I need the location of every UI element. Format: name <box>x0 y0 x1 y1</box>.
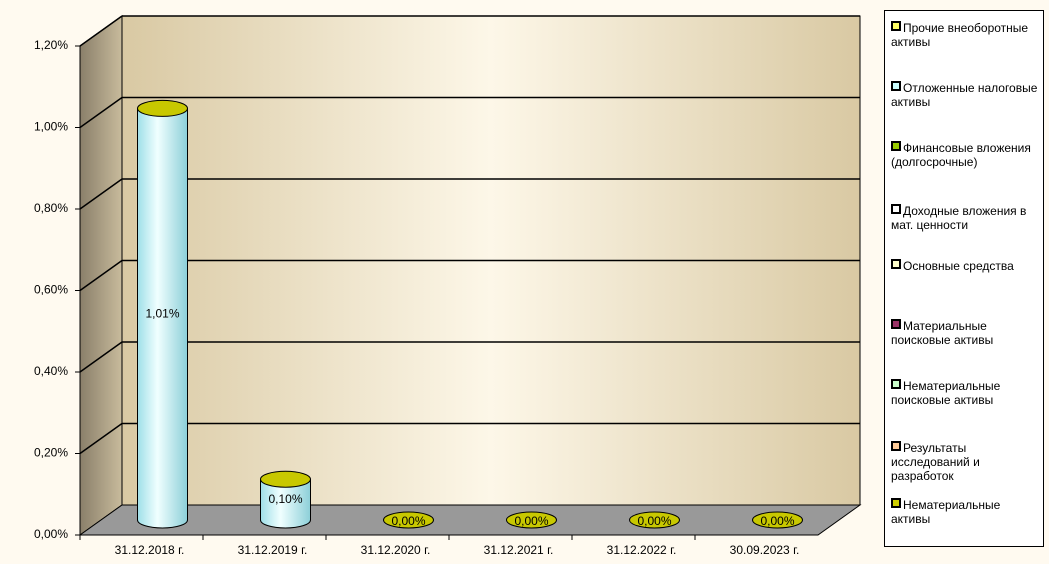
legend-label: Прочие внеоборотные активы <box>891 21 1029 49</box>
legend-entry: Основные средства <box>891 259 1041 273</box>
y-tick-label: 0,00% <box>34 527 68 541</box>
legend-swatch <box>891 498 901 508</box>
x-tick-label: 31.12.2019 г. <box>238 543 308 557</box>
legend-label: Результаты исследований и разработок <box>891 441 980 483</box>
x-tick-label: 31.12.2022 г. <box>607 543 677 557</box>
y-tick-label: 0,60% <box>34 283 68 297</box>
value-label: 1,01% <box>145 306 179 320</box>
cylinder-top <box>752 511 803 529</box>
y-tick-label: 1,20% <box>34 38 68 52</box>
cylinder-top <box>629 511 680 529</box>
x-tick-label: 30.09.2023 г. <box>730 543 800 557</box>
grid-line <box>79 178 123 210</box>
y-tick-label: 0,20% <box>34 446 68 460</box>
floor <box>78 504 862 536</box>
legend-swatch <box>891 259 901 269</box>
legend-entry: Результаты исследований и разработок <box>891 441 1041 483</box>
cylinder-top <box>260 470 311 488</box>
legend-label: Отложенные налоговые активы <box>891 81 1038 109</box>
value-label: 0,10% <box>268 492 302 506</box>
legend-swatch <box>891 21 901 31</box>
legend-swatch <box>891 141 901 151</box>
legend-swatch <box>891 379 901 389</box>
legend-swatch <box>891 204 901 214</box>
legend-swatch <box>891 441 901 451</box>
legend-entry: Материальные поисковые активы <box>891 319 1041 347</box>
legend-entry: Нематериальные активы <box>891 498 1041 526</box>
legend-entry: Нематериальные поисковые активы <box>891 379 1041 407</box>
legend-label: Материальные поисковые активы <box>891 319 994 347</box>
legend-entry: Отложенные налоговые активы <box>891 81 1041 109</box>
legend-label: Основные средства <box>903 259 1014 273</box>
y-tick-label: 0,80% <box>34 201 68 215</box>
grid-line <box>79 422 123 455</box>
value-label: 0,00% <box>514 514 548 528</box>
x-tick-label: 31.12.2020 г. <box>361 543 431 557</box>
legend-swatch <box>891 319 901 329</box>
cylinder-top <box>383 511 434 529</box>
legend: Прочие внеоборотные активы Отложенные нал… <box>884 10 1044 547</box>
x-tick-label: 31.12.2018 г. <box>115 543 185 557</box>
legend-label: Доходные вложения в мат. ценности <box>891 204 1027 232</box>
legend-label: Финансовые вложения (долгосрочные) <box>891 141 1031 169</box>
y-tick-label: 1,00% <box>34 120 68 134</box>
cylinder-body <box>137 107 188 529</box>
value-label: 0,00% <box>637 514 671 528</box>
y-tick-label: 0,40% <box>34 364 68 378</box>
x-tick-label: 31.12.2021 г. <box>484 543 554 557</box>
cylinder-top <box>137 99 188 117</box>
grid-line <box>79 341 123 373</box>
grid-line <box>79 96 123 129</box>
value-label: 0,00% <box>391 514 425 528</box>
value-label: 0,00% <box>760 514 794 528</box>
grid-line <box>79 15 123 47</box>
cylinder-body <box>260 478 311 529</box>
legend-entry: Прочие внеоборотные активы <box>891 21 1041 49</box>
legend-label: Нематериальные активы <box>891 498 1001 526</box>
legend-label: Нематериальные поисковые активы <box>891 379 1001 407</box>
legend-entry: Доходные вложения в мат. ценности <box>891 204 1041 232</box>
grid-line <box>79 259 123 292</box>
legend-entry: Финансовые вложения (долгосрочные) <box>891 141 1041 169</box>
chart: 0,00% 0,20% 0,40% 0,60% 0,80% 1,00% 1,20% 31.12… <box>34 15 862 557</box>
legend-swatch <box>891 81 901 91</box>
cylinder-top <box>506 511 557 529</box>
